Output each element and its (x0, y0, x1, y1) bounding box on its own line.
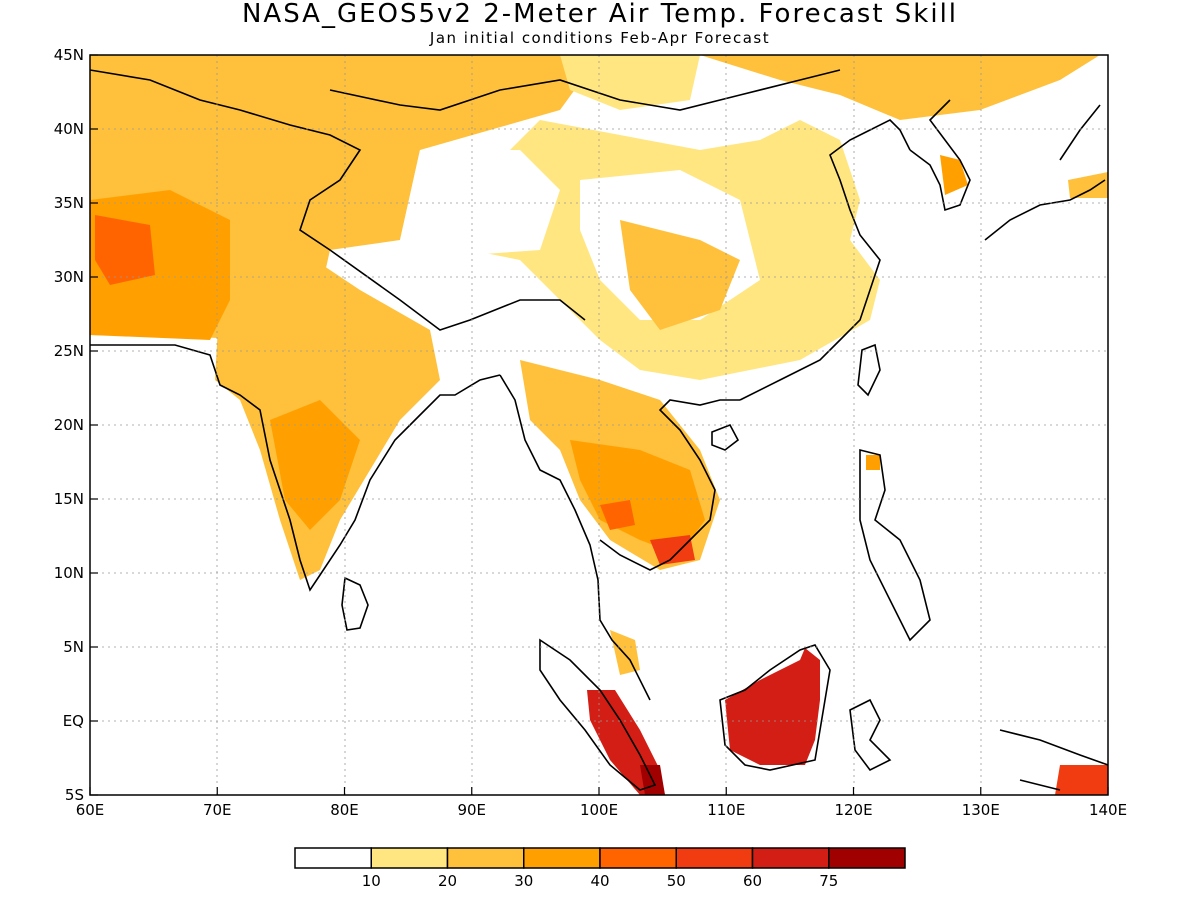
color-bar-label: 60 (743, 872, 762, 890)
y-tick-label: 45N (54, 46, 84, 64)
y-axis: 45N 40N 35N 30N 25N 20N 15N 10N 5N EQ 5S (54, 46, 98, 804)
y-tick-label: EQ (63, 712, 84, 730)
y-tick-label: 15N (54, 490, 84, 508)
color-bar-swatch (370, 847, 449, 869)
color-bar-swatch (523, 847, 601, 869)
field-indochina-orange (570, 440, 705, 555)
color-bar-swatch (446, 847, 525, 869)
color-bar-label: 10 (362, 872, 381, 890)
field-cambodia-red (650, 535, 695, 565)
field-white-tibet (400, 150, 560, 255)
color-bar-swatch (751, 847, 830, 869)
y-tick-label: 25N (54, 342, 84, 360)
x-tick-label: 130E (962, 801, 1000, 819)
field-thai-red (600, 500, 635, 530)
map-title: NASA_GEOS5v2 2-Meter Air Temp. Forecast … (241, 0, 959, 29)
map-subtitle: Jan initial conditions Feb-Apr Forecast (429, 29, 771, 47)
coast-burma-indochina (499, 374, 651, 701)
field-philippines (866, 455, 880, 470)
coastlines (90, 69, 1108, 791)
color-bar: 10 20 30 40 50 60 75 (294, 847, 906, 890)
field-malaya (610, 630, 640, 675)
color-bar-swatch (675, 847, 754, 869)
field-north-mongolia (560, 55, 700, 110)
x-tick-label: 140E (1089, 801, 1127, 819)
x-tick-label: 100E (580, 801, 618, 819)
coast-hainan (711, 423, 740, 451)
coast-png (999, 729, 1108, 791)
coast-china (739, 119, 911, 401)
border-central-asia (90, 69, 586, 331)
color-bar-label: 20 (438, 872, 457, 890)
coast-philippines (859, 448, 931, 642)
coast-gulf-thailand (599, 399, 740, 571)
field-korea (940, 155, 968, 195)
skill-field (90, 55, 1108, 795)
coast-india (90, 344, 501, 592)
y-tick-label: 20N (54, 416, 84, 434)
y-tick-label: 35N (54, 194, 84, 212)
field-iran-red (95, 215, 155, 285)
field-china-mid (620, 220, 740, 330)
x-tick-label: 70E (203, 801, 232, 819)
y-tick-label: 40N (54, 120, 84, 138)
coast-sri-lanka (341, 576, 369, 631)
y-tick-label: 5S (65, 786, 84, 804)
color-bar-label: 30 (514, 872, 533, 890)
coast-taiwan (857, 343, 881, 397)
field-japan (1068, 172, 1108, 198)
x-tick-label: 120E (834, 801, 872, 819)
y-tick-label: 30N (54, 268, 84, 286)
field-india-orange (270, 400, 360, 530)
y-tick-label: 10N (54, 564, 84, 582)
color-bar-label: 40 (590, 872, 609, 890)
coast-japan (984, 104, 1106, 241)
y-tick-label: 5N (63, 638, 84, 656)
color-bar-label: 50 (667, 872, 686, 890)
border-china-mongolia (329, 69, 841, 111)
color-bar-swatch (294, 847, 372, 869)
coast-sumatra (539, 638, 657, 791)
coast-sulawesi (849, 698, 892, 772)
field-northeast-asia (700, 55, 1100, 120)
coast-korea (909, 99, 971, 212)
x-tick-label: 60E (76, 801, 105, 819)
x-tick-label: 90E (457, 801, 486, 819)
grid (90, 55, 1108, 795)
color-bar-swatch (599, 847, 677, 869)
x-tick-label: 110E (707, 801, 745, 819)
x-tick-label: 80E (330, 801, 359, 819)
color-bar-swatch (828, 847, 906, 869)
x-axis: 60E 70E 80E 90E 100E 110E 120E 130E 140E (76, 787, 1127, 819)
field-borneo (725, 648, 820, 765)
coast-borneo (719, 644, 831, 771)
field-png-red (1055, 765, 1108, 795)
color-bar-label: 75 (819, 872, 838, 890)
